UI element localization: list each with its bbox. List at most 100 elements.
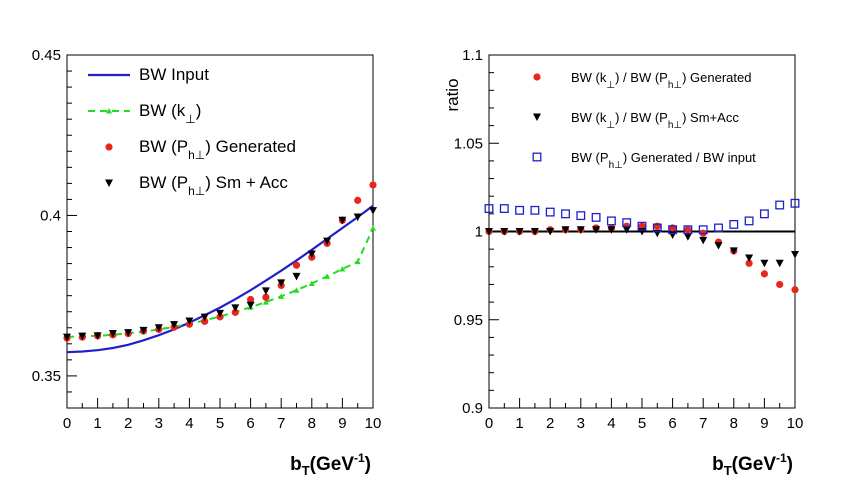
- x-tick-label: 1: [93, 415, 101, 432]
- data-point: [231, 304, 240, 312]
- legend-label: BW (k⊥) / BW (Ph⊥) Sm+Acc: [571, 110, 739, 131]
- data-point: [530, 228, 539, 236]
- x-tick-label: 9: [760, 415, 768, 432]
- data-point: [78, 332, 87, 341]
- data-point: [776, 280, 784, 289]
- data-point: [744, 216, 754, 226]
- data-point: [339, 266, 346, 272]
- data-point: [668, 231, 677, 240]
- series-dashed-line: [66, 227, 374, 338]
- series-circle: [63, 181, 377, 342]
- x-tick-label: 0: [485, 415, 493, 432]
- right-panel: 0 1 2 3 4 5 6 7 8 9 10 0.9 0.95 1 1.05 1.1 bT(GeV-1) rati…: [443, 47, 803, 478]
- data-point: [93, 332, 102, 340]
- y-tick-label: 1.05: [454, 135, 483, 152]
- data-point: [791, 250, 799, 259]
- series-line: [66, 204, 374, 354]
- data-point: [576, 211, 586, 221]
- data-point: [369, 181, 377, 189]
- data-point: [369, 207, 377, 215]
- data-point: [246, 301, 255, 310]
- data-point: [668, 225, 678, 235]
- data-point: [231, 308, 239, 316]
- x-tick-label: 10: [787, 415, 804, 432]
- data-point: [775, 259, 784, 268]
- legend-marker: [533, 113, 541, 121]
- data-point: [108, 330, 117, 338]
- data-point: [308, 280, 315, 286]
- left-panel: 0 1 2 3 4 5 6 7 8 9 10 0.35 0.4 0.45 bT(GeV-1) BW Input…: [32, 47, 382, 478]
- x-tick-label: 3: [577, 415, 585, 432]
- y-tick-label: 0.95: [454, 312, 483, 329]
- x-tick-label: 2: [546, 415, 554, 432]
- x-tick-label: 8: [308, 415, 316, 432]
- legend-label: BW (k⊥): [139, 101, 201, 126]
- data-point: [154, 324, 163, 332]
- data-point: [622, 226, 631, 234]
- data-point: [124, 329, 133, 337]
- data-point: [500, 228, 509, 236]
- data-point: [292, 261, 301, 269]
- data-point: [323, 237, 332, 246]
- data-point: [515, 228, 524, 236]
- series-open-square: [484, 198, 800, 235]
- legend: BW Input BW (k⊥) BW (Ph⊥) Generated BW (Ph⊥…: [88, 65, 296, 198]
- y-tick-label: 0.45: [32, 47, 61, 64]
- x-tick-label: 4: [607, 415, 615, 432]
- data-point: [607, 226, 616, 234]
- data-point: [699, 236, 708, 245]
- series-line: [66, 204, 374, 354]
- data-point: [684, 226, 692, 234]
- x-tick-label: 0: [63, 415, 71, 432]
- x-tick-label: 8: [730, 415, 738, 432]
- data-point: [278, 293, 285, 299]
- data-point: [606, 216, 616, 226]
- data-point: [200, 313, 209, 322]
- data-point: [652, 223, 662, 233]
- data-point: [293, 287, 300, 293]
- plot-frame: [66, 54, 374, 409]
- data-point: [637, 221, 647, 231]
- legend-marker: [105, 143, 113, 151]
- data-point: [262, 299, 269, 305]
- data-point: [760, 270, 769, 278]
- data-point: [790, 198, 800, 208]
- legend-label: BW (k⊥) / BW (Ph⊥) Generated: [571, 70, 751, 91]
- data-point: [760, 259, 769, 268]
- data-point: [683, 225, 693, 235]
- data-point: [545, 207, 555, 217]
- x-tick-label: 6: [668, 415, 676, 432]
- legend-marker: [106, 108, 112, 114]
- x-tick-label: 2: [124, 415, 132, 432]
- legend-label: BW (Ph⊥) Generated / BW input: [571, 150, 756, 171]
- x-tick-label: 4: [185, 415, 193, 432]
- data-point: [353, 213, 362, 222]
- x-tick-label: 6: [246, 415, 254, 432]
- data-point: [262, 293, 270, 301]
- legend-marker: [532, 152, 542, 162]
- data-point: [277, 279, 286, 287]
- x-tick-label: 3: [155, 415, 163, 432]
- data-point: [714, 223, 723, 233]
- data-point: [745, 259, 753, 267]
- data-point: [745, 254, 754, 262]
- data-point: [561, 226, 570, 234]
- data-point: [354, 196, 362, 204]
- data-point: [530, 205, 540, 215]
- data-point: [591, 212, 601, 222]
- data-point: [170, 321, 179, 329]
- legend: BW (k⊥) / BW (Ph⊥) Generated BW (k⊥) / BW…: [532, 70, 756, 171]
- x-tick-label: 7: [277, 415, 285, 432]
- data-point: [292, 272, 301, 281]
- data-point: [261, 287, 270, 295]
- data-point: [370, 225, 376, 231]
- data-point: [307, 250, 316, 258]
- x-axis-label: bT(GeV-1): [712, 451, 793, 478]
- series-triangle-down: [63, 207, 377, 342]
- x-tick-label: 9: [338, 415, 346, 432]
- data-point: [683, 233, 692, 241]
- x-tick-label: 1: [515, 415, 523, 432]
- y-axis-label: ratio: [443, 78, 462, 111]
- legend-label: BW Input: [139, 65, 209, 84]
